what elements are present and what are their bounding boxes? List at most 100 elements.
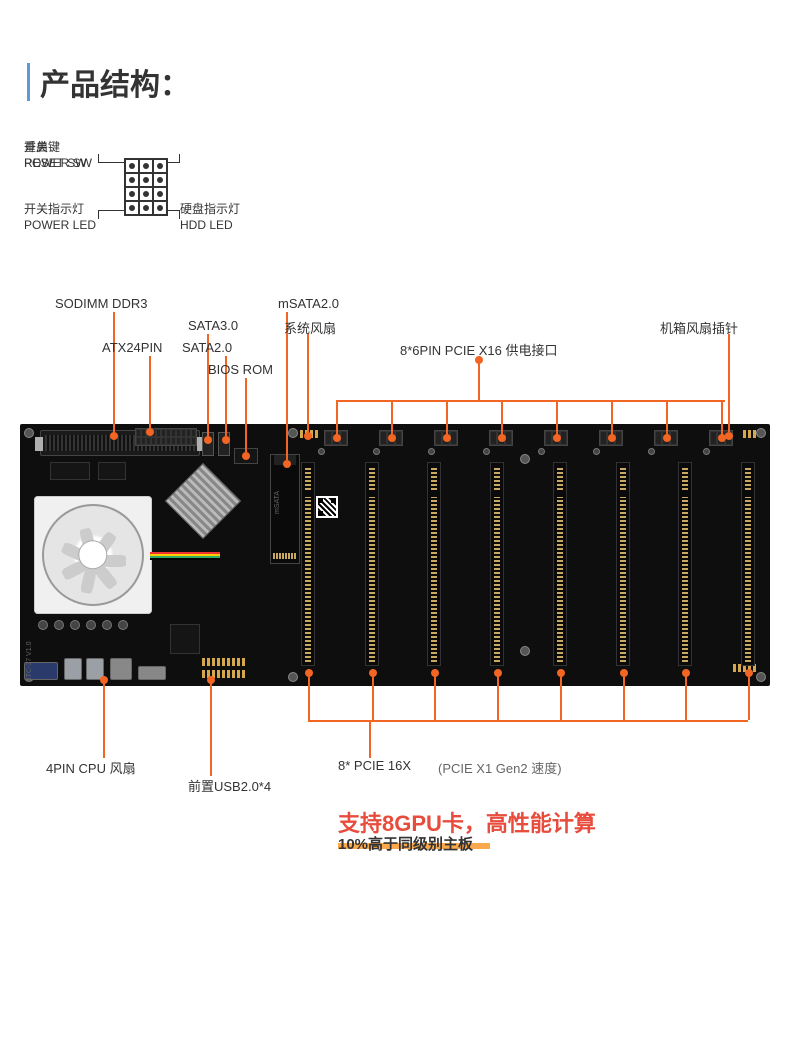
leader-line bbox=[728, 334, 730, 432]
pciepwr-bus-line bbox=[336, 400, 725, 402]
leader-line bbox=[685, 672, 687, 720]
leader-line bbox=[149, 356, 151, 428]
leader-line bbox=[611, 400, 613, 438]
label-atx24: ATX24PIN bbox=[102, 340, 162, 355]
title-accent-bar bbox=[27, 63, 30, 101]
capacitor bbox=[483, 448, 490, 455]
leader-dot bbox=[553, 434, 561, 442]
screw-hole bbox=[756, 672, 766, 682]
power-led-en: POWER LED bbox=[24, 218, 96, 234]
leader-dot bbox=[333, 434, 341, 442]
leader-dot bbox=[475, 356, 483, 364]
qr-code-icon bbox=[316, 496, 338, 518]
io-chip bbox=[170, 624, 200, 654]
leader-dot bbox=[663, 434, 671, 442]
leader-line bbox=[308, 672, 310, 720]
leader-dot bbox=[304, 432, 312, 440]
label-sysfan: 系统风扇 bbox=[284, 318, 336, 337]
pcie-x16-slot bbox=[553, 462, 567, 666]
atx24-connector bbox=[135, 428, 197, 446]
leader-dot bbox=[110, 432, 118, 440]
leader-line bbox=[391, 400, 393, 438]
leader-dot bbox=[305, 669, 313, 677]
leader-line bbox=[446, 400, 448, 438]
leader-dot bbox=[369, 669, 377, 677]
hdd-led-en: HDD LED bbox=[180, 218, 240, 234]
leader-line bbox=[497, 672, 499, 720]
fan-hub bbox=[79, 541, 106, 568]
leader-dot bbox=[146, 428, 154, 436]
pcie-bus-line bbox=[308, 720, 748, 722]
leader-dot bbox=[242, 452, 250, 460]
leader-dot bbox=[494, 669, 502, 677]
pcie-x16-slot bbox=[427, 462, 441, 666]
screw-hole bbox=[756, 428, 766, 438]
capacitor bbox=[54, 620, 64, 630]
screw-hole bbox=[520, 646, 530, 656]
leader-line bbox=[369, 720, 371, 758]
pcie-x16-slot bbox=[678, 462, 692, 666]
capacitor bbox=[648, 448, 655, 455]
leader-line bbox=[721, 400, 723, 438]
pcb-model-text: BTC-37 V1.0 bbox=[26, 642, 33, 682]
leader-line bbox=[245, 378, 247, 452]
highlight-line2: 10%高于同级别主板 bbox=[338, 833, 473, 854]
leader-dot bbox=[557, 669, 565, 677]
ic-chip bbox=[50, 462, 90, 480]
hdd-led-label: 硬盘指示灯 HDD LED bbox=[180, 202, 240, 233]
leader-line bbox=[748, 672, 750, 720]
screw-hole bbox=[288, 672, 298, 682]
capacitor bbox=[703, 448, 710, 455]
chassis-fan-header bbox=[743, 430, 756, 438]
leader-line bbox=[210, 680, 212, 776]
pin-header-icon bbox=[124, 158, 168, 216]
leader-line bbox=[560, 672, 562, 720]
capacitor bbox=[86, 620, 96, 630]
hdmi-port bbox=[138, 666, 166, 680]
label-sodimm: SODIMM DDR3 bbox=[55, 296, 147, 311]
power-led-cn: 开关指示灯 bbox=[24, 202, 96, 218]
label-cpufan: 4PIN CPU 风扇 bbox=[46, 758, 136, 777]
motherboard: .atx24{left:115px!important; top:4px!imp… bbox=[20, 424, 770, 686]
leader-line bbox=[372, 672, 374, 720]
pcie-x16-slot bbox=[616, 462, 630, 666]
pcie-x16-slot bbox=[365, 462, 379, 666]
leader-dot bbox=[388, 434, 396, 442]
capacitor bbox=[428, 448, 435, 455]
usb-port bbox=[64, 658, 82, 680]
capacitor bbox=[373, 448, 380, 455]
leader-dot bbox=[431, 669, 439, 677]
leader-line bbox=[307, 334, 309, 432]
leader-dot bbox=[498, 434, 506, 442]
leader-line bbox=[336, 400, 338, 438]
cpu-cooler bbox=[34, 496, 152, 614]
screw-hole bbox=[288, 428, 298, 438]
capacitor bbox=[318, 448, 325, 455]
leader-line bbox=[556, 400, 558, 438]
pcie-x16-slot bbox=[741, 462, 755, 666]
pcie-x16-slot bbox=[301, 462, 315, 666]
leader-dot bbox=[443, 434, 451, 442]
reset-sw-label: 重启键 RESET SW bbox=[24, 140, 86, 171]
label-chafan: 机箱风扇插针 bbox=[660, 318, 738, 337]
front-usb-header bbox=[202, 658, 245, 666]
lan-port bbox=[110, 658, 132, 680]
pin-line bbox=[179, 154, 180, 163]
leader-dot bbox=[682, 669, 690, 677]
leader-line bbox=[103, 680, 105, 758]
reset-sw-en: RESET SW bbox=[24, 156, 86, 172]
capacitor bbox=[538, 448, 545, 455]
pin-line bbox=[179, 210, 180, 219]
label-fusb: 前置USB2.0*4 bbox=[188, 776, 271, 795]
pin-line bbox=[98, 162, 124, 163]
leader-line bbox=[501, 400, 503, 438]
reset-sw-cn: 重启键 bbox=[24, 140, 86, 156]
hdd-led-cn: 硬盘指示灯 bbox=[180, 202, 240, 218]
leader-line bbox=[666, 400, 668, 438]
leader-dot bbox=[204, 436, 212, 444]
leader-dot bbox=[620, 669, 628, 677]
leader-dot bbox=[608, 434, 616, 442]
chipset-heatsink bbox=[165, 463, 241, 539]
pin-line bbox=[98, 210, 99, 219]
pcie-speed-note: (PCIE X1 Gen2 速度) bbox=[438, 758, 562, 777]
